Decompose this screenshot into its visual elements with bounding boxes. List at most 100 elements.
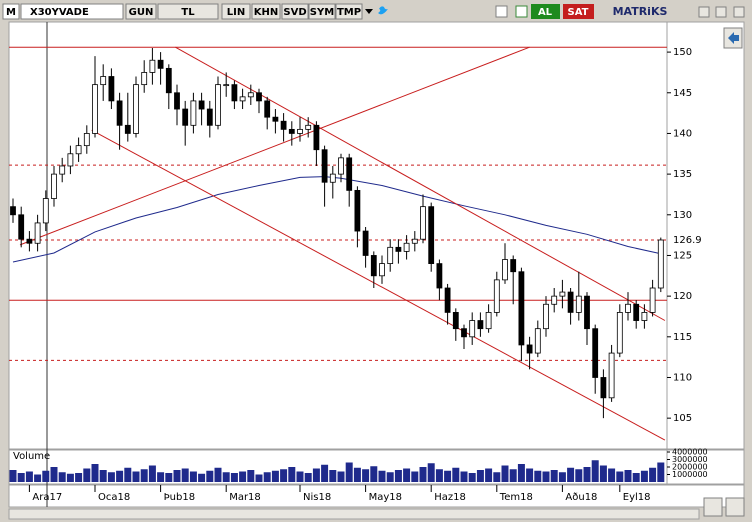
window-button[interactable]: [698, 6, 710, 18]
twitter-icon[interactable]: [378, 6, 388, 15]
symbol: X30YVADE: [30, 7, 89, 18]
buy-label: AL: [538, 7, 553, 18]
candle-body: [625, 303, 631, 313]
candle-body: [26, 238, 33, 244]
volume-bar: [321, 464, 329, 482]
button[interactable]: [221, 3, 251, 20]
candle-body: [616, 312, 623, 354]
price-pane: [8, 21, 745, 450]
logo-box[interactable]: [2, 3, 20, 20]
candle-body: [215, 84, 221, 126]
sell-button[interactable]: [563, 4, 594, 19]
volume-bar: [214, 467, 222, 482]
candle-body: [403, 242, 410, 252]
candle-body: [649, 287, 656, 313]
x-tick-label: Oca18: [98, 492, 130, 503]
volume-bar: [632, 473, 640, 482]
x-tick-label: Þub18: [164, 492, 195, 503]
button[interactable]: [308, 3, 336, 20]
volume-bar: [599, 465, 607, 482]
settings-button[interactable]: [725, 497, 745, 517]
symbol-field[interactable]: [20, 3, 124, 20]
candle-body: [575, 295, 582, 313]
volume-bar: [591, 460, 599, 482]
volume-bar: [386, 472, 394, 482]
x-tick-label: Haz18: [434, 492, 466, 503]
candle-body: [346, 157, 353, 191]
x-tick-label: May18: [369, 492, 402, 503]
candle-body: [584, 295, 590, 330]
button-label: LIN: [227, 7, 245, 18]
candle-body: [182, 108, 189, 126]
volume-bar: [206, 470, 214, 482]
volume-bar: [608, 468, 616, 482]
volume-bar: [230, 473, 238, 482]
y-tick-label: 110: [673, 372, 692, 383]
button[interactable]: [251, 3, 281, 20]
volume-tick-label: 3000000: [672, 455, 708, 464]
button-label: KHN: [254, 7, 279, 18]
buttons: GUN TL LIN KHN SVD SYM TMP AL SAT MATRiK…: [125, 3, 745, 20]
volume-bar: [444, 470, 452, 482]
logo: M: [6, 7, 16, 18]
candle-body: [461, 328, 467, 338]
volume-bar: [263, 472, 271, 482]
sync-button[interactable]: [703, 497, 723, 517]
volume-bar: [42, 470, 50, 482]
volume-bar: [403, 468, 411, 482]
buy-button[interactable]: [531, 4, 560, 19]
candle-body: [18, 214, 25, 240]
volume-bar: [353, 467, 361, 482]
candle-body: [75, 145, 82, 155]
x-tick-label: Ara17: [32, 492, 62, 503]
candle-body: [206, 108, 213, 126]
candle-body: [428, 206, 435, 264]
candle-body: [198, 100, 205, 110]
volume-bar: [394, 470, 402, 482]
candle-body: [543, 303, 549, 330]
candle-body: [231, 84, 238, 102]
candle-body: [354, 189, 361, 232]
candle-body: [657, 239, 664, 289]
volume-bar: [25, 471, 33, 482]
candle-body: [526, 344, 533, 354]
volume-bar: [575, 469, 583, 482]
volume-bar: [329, 470, 337, 482]
volume-bar: [157, 472, 165, 482]
button[interactable]: [335, 3, 363, 20]
volume-bar: [9, 470, 17, 482]
y-tick-label: 140: [673, 128, 692, 139]
candle-body: [190, 100, 197, 126]
candle-body: [329, 173, 336, 183]
candle-body: [518, 271, 525, 346]
candle-body: [387, 246, 394, 264]
volume-bar: [526, 468, 534, 482]
last-price-box: [668, 234, 702, 247]
candle-body: [133, 84, 139, 134]
volume-bar: [296, 471, 304, 482]
candle-body: [247, 92, 254, 98]
candle-body: [108, 76, 115, 102]
candle-body: [485, 312, 492, 330]
candle-body: [100, 76, 107, 86]
candle-body: [141, 72, 148, 86]
scrollbar[interactable]: [8, 508, 700, 520]
window-button[interactable]: [715, 6, 727, 18]
candle-body: [149, 59, 156, 73]
volume-bar: [616, 471, 624, 482]
y-tick-label: 135: [673, 169, 692, 180]
volume-bar: [116, 470, 124, 482]
volume-bar: [583, 467, 591, 482]
dropdown-arrow[interactable]: [365, 9, 373, 14]
volume-bar: [558, 472, 566, 482]
icon[interactable]: [495, 5, 508, 18]
button[interactable]: [125, 3, 157, 20]
volume-bar: [198, 473, 206, 482]
candle-body: [370, 255, 377, 277]
button[interactable]: [281, 3, 309, 20]
refresh-icon[interactable]: [515, 5, 528, 18]
window-button[interactable]: [733, 6, 745, 18]
button[interactable]: [157, 3, 219, 20]
volume-bar: [173, 470, 181, 482]
